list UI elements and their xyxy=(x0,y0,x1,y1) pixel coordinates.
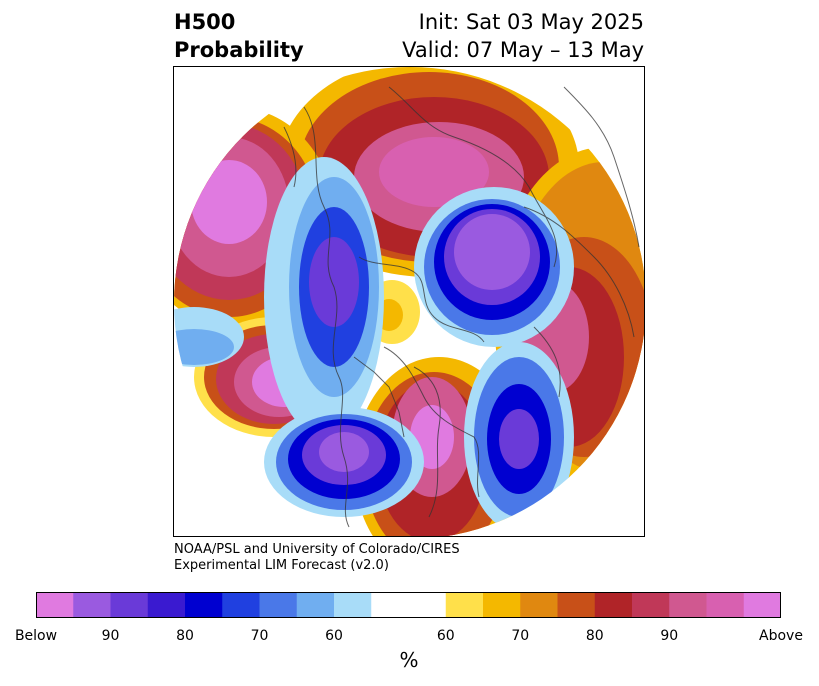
forecast-dates: Init: Sat 03 May 2025 Valid: 07 May – 13… xyxy=(402,8,644,64)
credit-text: NOAA/PSL and University of Colorado/CIRE… xyxy=(174,542,460,574)
colorbar xyxy=(36,592,781,618)
colorbar-cell xyxy=(445,592,484,618)
coastlines xyxy=(283,86,640,528)
probability-map-svg xyxy=(174,67,644,536)
credit-line-2: Experimental LIM Forecast (v2.0) xyxy=(174,558,389,573)
title-line-2: Probability xyxy=(174,38,304,62)
map-title: H500 Probability xyxy=(174,8,304,64)
colorbar-cell xyxy=(147,592,186,618)
colorbar-cell xyxy=(296,592,335,618)
cold-anomaly-north xyxy=(414,187,574,347)
probability-field xyxy=(174,67,644,536)
colorbar-cell xyxy=(259,592,298,618)
colorbar-cell xyxy=(73,592,111,618)
colorbar-tick-label: 70 xyxy=(511,628,530,644)
colorbar-cell xyxy=(743,592,781,618)
colorbar-cell xyxy=(222,592,260,618)
colorbar-cell xyxy=(594,592,633,618)
colorbar-cell xyxy=(669,592,707,618)
colorbar-tick-label: 80 xyxy=(585,628,604,644)
polar-map xyxy=(173,66,645,537)
colorbar-cell xyxy=(371,592,447,618)
colorbar-tick-label: 60 xyxy=(325,628,343,644)
colorbar-tick-label: Above xyxy=(759,628,803,644)
colorbar-tick-label: 90 xyxy=(101,628,120,644)
cold-anomaly-west xyxy=(264,157,384,437)
colorbar-cell xyxy=(185,592,223,618)
cold-anomaly-east xyxy=(464,342,574,532)
colorbar-cell xyxy=(36,592,74,618)
colorbar-cell xyxy=(110,592,149,618)
colorbar-cell xyxy=(557,592,596,618)
colorbar-tick-label: 60 xyxy=(436,628,455,644)
cold-anomaly-edge xyxy=(174,307,244,367)
colorbar-cell xyxy=(520,592,558,618)
cold-anomaly-southwest xyxy=(264,407,424,517)
colorbar-cell xyxy=(632,592,670,618)
colorbar-cell xyxy=(334,592,372,618)
credit-line-1: NOAA/PSL and University of Colorado/CIRE… xyxy=(174,542,460,557)
colorbar-cell xyxy=(483,592,521,618)
valid-dates: Valid: 07 May – 13 May xyxy=(402,38,644,62)
colorbar-tick-label: 80 xyxy=(176,628,194,644)
colorbar-cell xyxy=(706,592,745,618)
title-line-1: H500 xyxy=(174,10,236,34)
colorbar-unit: % xyxy=(399,648,419,672)
colorbar-tick-label: 70 xyxy=(250,628,269,644)
init-date: Init: Sat 03 May 2025 xyxy=(418,10,644,34)
colorbar-tick-label: 90 xyxy=(660,628,679,644)
colorbar-tick-label: Below xyxy=(14,628,58,644)
